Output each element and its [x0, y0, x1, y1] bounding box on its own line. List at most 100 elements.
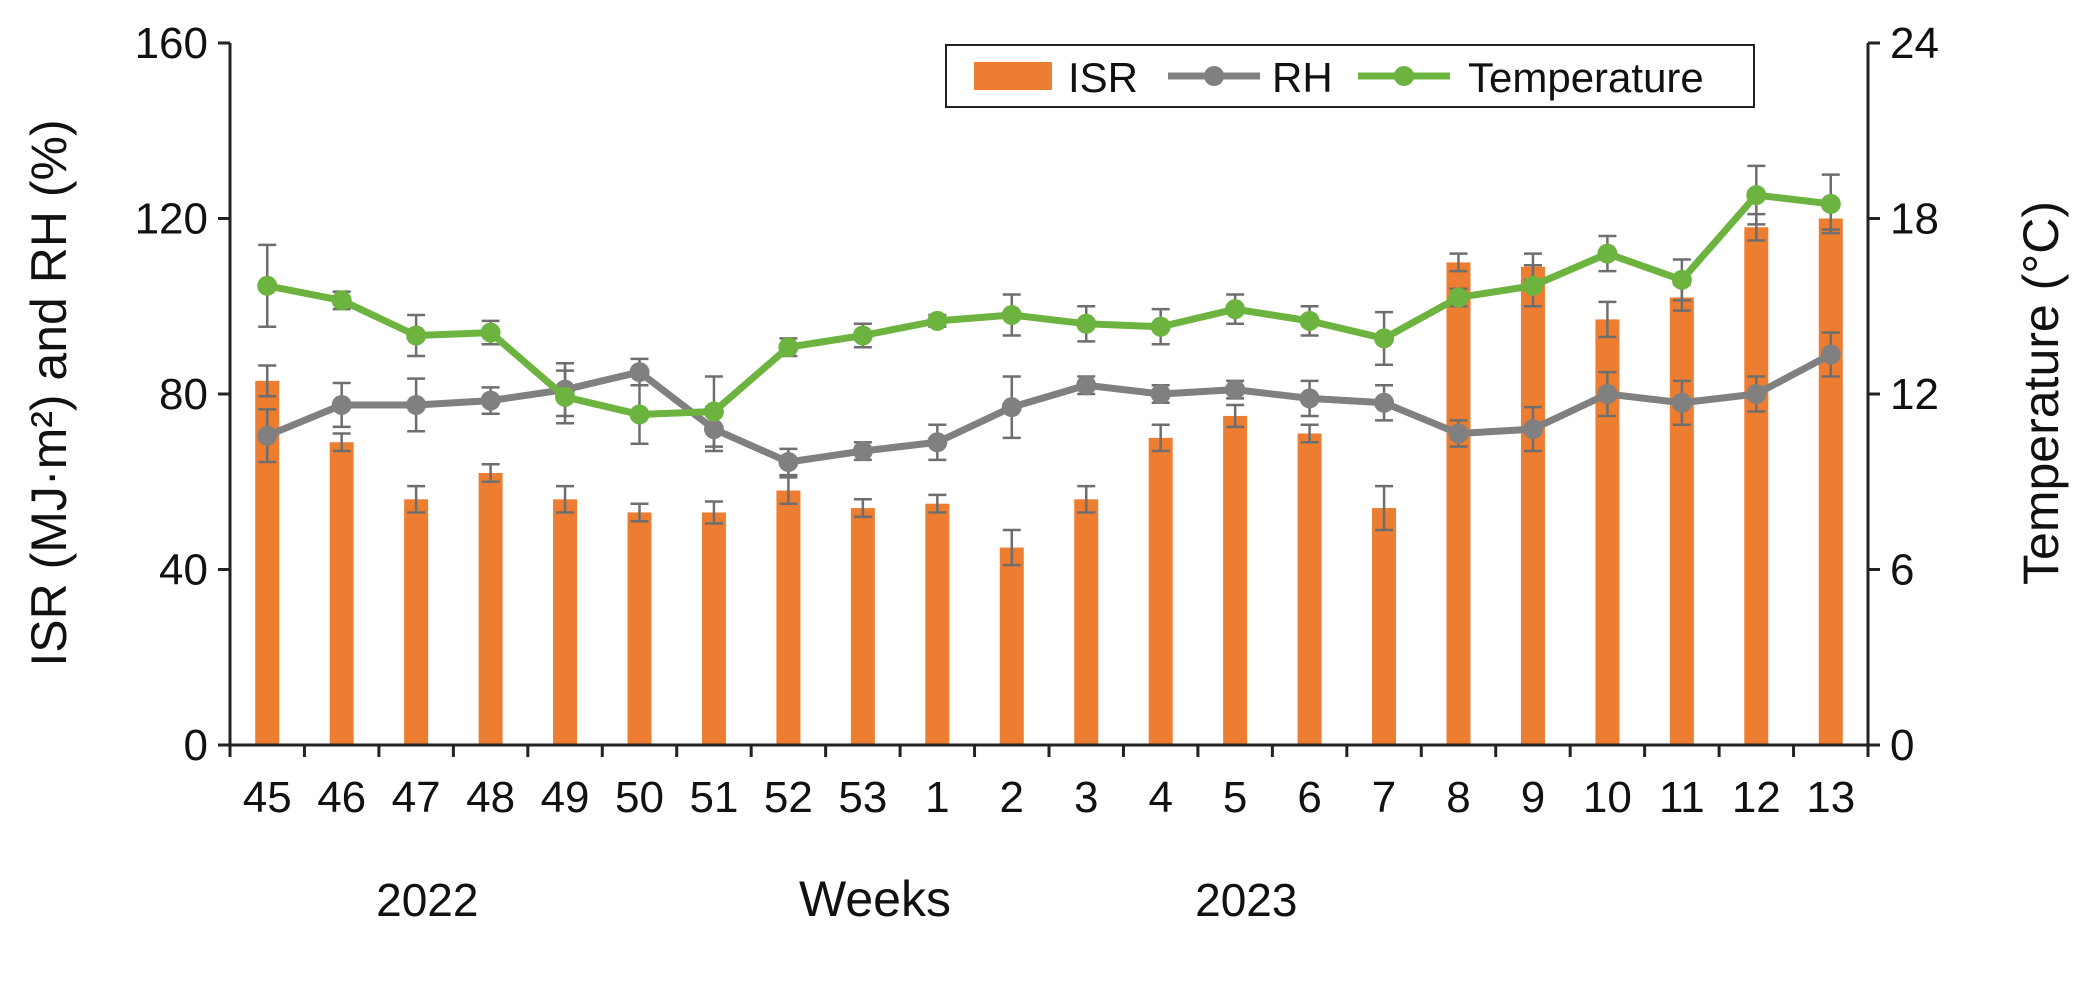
isr-bars	[255, 218, 1843, 745]
rh-point-week-45	[257, 425, 278, 446]
x-axis-title: Weeks	[799, 871, 951, 927]
legend-rh-marker	[1204, 66, 1224, 86]
temperature-point-week-45	[257, 275, 278, 296]
temperature-point-week-49	[555, 386, 576, 407]
isr-bar-week-49	[553, 499, 578, 745]
isr-bar-week-13	[1818, 218, 1843, 745]
temperature-point-week-4	[1150, 316, 1171, 337]
x-tick-week-11: 11	[1659, 773, 1705, 822]
x-tick-week-53: 53	[838, 773, 887, 822]
temperature-point-week-2	[1001, 305, 1022, 326]
isr-error-bar-week-53	[853, 498, 872, 519]
isr-error-bar-week-52	[779, 476, 798, 505]
temperature-point-week-10	[1597, 243, 1618, 264]
isr-error-bar-week-8	[1449, 252, 1468, 273]
legend-isr-label: ISR	[1068, 54, 1138, 101]
rh-point-week-4	[1150, 384, 1171, 404]
y-right-tick-0: 0	[1890, 721, 1914, 770]
y-right-tick-24: 24	[1890, 19, 1939, 68]
temperature-point-week-6	[1299, 310, 1320, 331]
y-axis-right-title: Temperature (°C)	[2013, 201, 2069, 585]
temperature-point-week-50	[629, 404, 650, 425]
rh-point-week-3	[1076, 375, 1097, 396]
temperature-point-week-7	[1374, 328, 1395, 349]
legend-temperature-marker	[1394, 66, 1414, 86]
rh-point-week-11	[1671, 392, 1692, 413]
temperature-point-week-52	[778, 337, 799, 358]
isr-bar-week-6	[1297, 433, 1322, 745]
rh-point-week-50	[629, 362, 650, 383]
rh-point-week-9	[1522, 419, 1543, 440]
isr-bar-week-52	[776, 490, 801, 745]
legend-isr-swatch	[974, 62, 1052, 90]
temperature-point-week-12	[1746, 185, 1767, 206]
isr-error-bar-week-3	[1077, 484, 1096, 514]
rh-point-week-2	[1001, 397, 1022, 418]
rh-point-week-46	[331, 394, 352, 415]
isr-bar-week-4	[1148, 437, 1173, 745]
rh-point-week-12	[1746, 384, 1767, 404]
x-tick-week-46: 46	[317, 773, 366, 822]
legend: ISR RH Temperature	[945, 44, 1755, 108]
y-left-tick-40: 40	[159, 546, 208, 595]
isr-bar-week-5	[1223, 415, 1248, 745]
year-label-2022: 2022	[376, 874, 478, 926]
isr-bar-week-47	[404, 499, 429, 745]
legend-temperature-label: Temperature	[1468, 54, 1704, 101]
axes	[218, 41, 1880, 757]
y-left-tick-160: 160	[135, 19, 208, 68]
rh-point-week-52	[778, 452, 799, 473]
isr-bar-week-51	[701, 512, 726, 745]
temperature-point-week-46	[331, 290, 352, 311]
isr-bar-week-7	[1372, 508, 1397, 745]
x-tick-week-2: 2	[1000, 773, 1024, 822]
isr-error-bar-week-4	[1151, 423, 1170, 453]
rh-point-week-51	[703, 419, 724, 440]
isr-bar-week-8	[1446, 262, 1471, 745]
x-tick-week-51: 51	[689, 773, 738, 822]
isr-error-bar-week-10	[1598, 300, 1617, 339]
x-tick-week-4: 4	[1148, 773, 1172, 822]
temperature-point-week-51	[703, 401, 724, 422]
rh-point-week-48	[480, 390, 501, 411]
rh-point-week-8	[1448, 423, 1469, 444]
x-tick-week-45: 45	[243, 773, 292, 822]
isr-error-bar-week-6	[1300, 423, 1319, 444]
y-right-tick-18: 18	[1890, 195, 1939, 244]
x-tick-week-47: 47	[392, 773, 441, 822]
isr-error-bar-week-1	[928, 493, 947, 514]
isr-error-bar-week-50	[630, 502, 649, 523]
legend-rh-label: RH	[1272, 54, 1333, 101]
x-tick-week-50: 50	[615, 773, 664, 822]
temperature-point-week-47	[406, 325, 427, 346]
x-tick-week-6: 6	[1297, 773, 1321, 822]
rh-point-week-13	[1820, 344, 1841, 365]
rh-point-week-10	[1597, 384, 1618, 404]
x-tick-week-9: 9	[1521, 773, 1545, 822]
isr-error-bar-week-48	[481, 462, 500, 483]
x-tick-week-12: 12	[1732, 773, 1781, 822]
y-axis-left-title: ISR (MJ·m²) and RH (%)	[21, 119, 77, 666]
temperature-line	[266, 191, 1832, 418]
isr-bar-week-1	[925, 503, 950, 745]
temperature-point-week-3	[1076, 313, 1097, 334]
rh-point-week-7	[1374, 392, 1395, 413]
x-tick-week-3: 3	[1074, 773, 1098, 822]
rh-line	[265, 351, 1833, 466]
temperature-point-week-5	[1225, 299, 1246, 320]
isr-error-bar-week-46	[332, 432, 351, 453]
x-tick-week-8: 8	[1446, 773, 1470, 822]
x-tick-week-5: 5	[1223, 773, 1247, 822]
x-tick-week-1: 1	[925, 773, 949, 822]
x-tick-week-48: 48	[466, 773, 515, 822]
y-left-tick-80: 80	[159, 370, 208, 419]
isr-error-bar-week-45	[258, 364, 277, 398]
y-left-tick-120: 120	[135, 195, 208, 244]
isr-bar-week-48	[478, 472, 503, 745]
x-tick-week-49: 49	[541, 773, 590, 822]
x-tick-week-52: 52	[764, 773, 813, 822]
temperature-point-week-9	[1522, 275, 1543, 296]
series-lines	[257, 185, 1841, 473]
